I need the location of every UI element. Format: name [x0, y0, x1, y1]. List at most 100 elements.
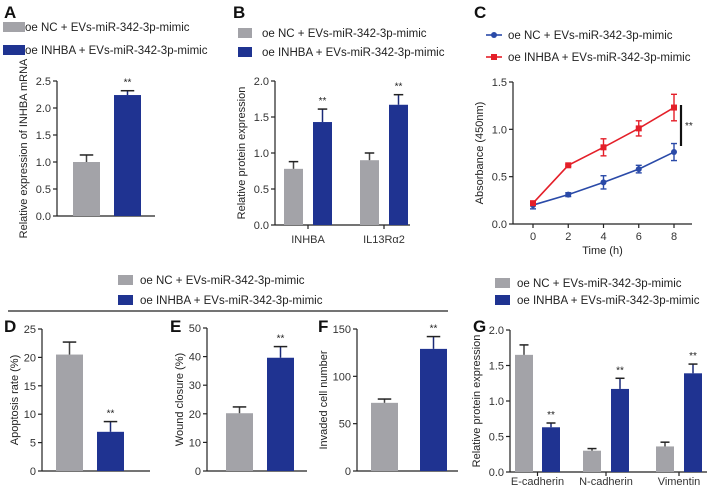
category-label: Vimentin	[658, 476, 701, 488]
legend-swatch-control	[118, 275, 133, 285]
significance-marker: **	[107, 409, 115, 420]
y-axis-title: Apoptosis rate (%)	[9, 355, 21, 445]
bar-treatment	[420, 348, 447, 471]
y-tick-label: 0	[345, 466, 351, 478]
legend-swatch-treatment	[495, 295, 510, 305]
y-tick-label: 1.5	[254, 112, 269, 124]
y-tick-label: 0	[195, 466, 201, 478]
y-tick-label: 10	[24, 409, 36, 421]
bar-control	[371, 402, 398, 471]
bar-treatment	[313, 122, 332, 225]
data-point-control	[600, 179, 607, 186]
legend-marker-treatment	[491, 54, 497, 60]
significance-marker: **	[277, 334, 285, 345]
legend-label-treatment: oe INHBA + EVs-miR-342-3p-mimic	[140, 295, 323, 307]
y-tick-label: 2.0	[254, 76, 269, 88]
x-tick-label: 4	[600, 231, 606, 243]
panel-letter-G: G	[473, 317, 486, 336]
x-tick-label: 6	[636, 231, 642, 243]
y-axis-title: Wound closure (%)	[174, 353, 186, 446]
y-tick-label: 0.5	[492, 172, 507, 184]
legend-label-control: oe NC + EVs-miR-342-3p-mimic	[262, 28, 427, 40]
bar-control	[226, 413, 253, 471]
panel-letter-C: C	[474, 3, 486, 22]
bar-control	[656, 446, 674, 472]
bar-treatment	[97, 431, 124, 471]
y-tick-label: 0.0	[489, 467, 504, 479]
bar-treatment	[684, 373, 702, 472]
legend-swatch-control	[3, 22, 25, 32]
y-tick-label: 1.0	[492, 124, 507, 136]
legend-label-control: oe NC + EVs-miR-342-3p-mimic	[517, 278, 682, 290]
y-axis-title: Relative protein expression	[471, 335, 483, 468]
x-tick-label: 8	[671, 231, 677, 243]
category-label: E-cadherin	[511, 476, 564, 488]
y-axis-title: Relative expression of INHBA mRNA	[18, 58, 30, 238]
y-tick-label: 0.5	[489, 432, 504, 444]
data-point-control	[671, 149, 677, 156]
legend-swatch-treatment	[118, 295, 133, 305]
y-tick-label: 2.0	[36, 103, 51, 115]
y-tick-label: 0.0	[254, 220, 269, 232]
bar-control	[73, 162, 100, 216]
legend-label-treatment: oe INHBA + EVs-miR-342-3p-mimic	[508, 52, 691, 64]
significance-marker: **	[685, 121, 693, 132]
legend-label-control: oe NC + EVs-miR-342-3p-mimic	[508, 30, 673, 42]
y-tick-label: 1.5	[492, 77, 507, 89]
bar-control	[284, 168, 303, 225]
legend-label-control: oe NC + EVs-miR-342-3p-mimic	[25, 22, 190, 34]
data-point-treatment	[635, 125, 642, 132]
category-label: IL13Rα2	[363, 234, 405, 246]
x-tick-label: 0	[530, 231, 536, 243]
y-tick-label: 0.5	[254, 184, 269, 196]
bar-treatment	[611, 388, 629, 472]
y-tick-label: 20	[24, 352, 36, 364]
bar-control	[583, 450, 601, 472]
y-tick-label: 15	[24, 381, 36, 393]
y-tick-label: 50	[339, 419, 351, 431]
y-tick-label: 0.5	[36, 184, 51, 196]
y-axis-title: Absorbance (450nm)	[474, 102, 486, 205]
panel-letter-F: F	[318, 317, 328, 336]
x-axis-title: Time (h)	[582, 245, 623, 257]
bar-control	[360, 160, 379, 225]
legend-swatch-control	[238, 28, 252, 38]
y-tick-label: 0.0	[36, 211, 51, 223]
y-tick-label: 1.0	[36, 157, 51, 169]
y-tick-label: 30	[189, 380, 201, 392]
x-tick-label: 2	[565, 231, 571, 243]
y-tick-label: 0	[30, 466, 36, 478]
y-tick-label: 25	[24, 324, 36, 336]
y-tick-label: 1.0	[489, 396, 504, 408]
significance-marker: **	[124, 78, 132, 89]
legend-marker-control	[491, 32, 497, 38]
legend-label-treatment: oe INHBA + EVs-miR-342-3p-mimic	[517, 295, 700, 307]
significance-marker: **	[319, 96, 327, 107]
y-tick-label: 1.5	[489, 361, 504, 373]
bar-treatment	[542, 427, 560, 472]
significance-marker: **	[430, 324, 438, 335]
panel-letter-E: E	[170, 317, 181, 336]
y-tick-label: 0.0	[492, 219, 507, 231]
legend-swatch-treatment	[238, 47, 252, 57]
y-tick-label: 150	[333, 324, 351, 336]
y-axis-title: Invaded cell number	[318, 350, 330, 449]
data-point-treatment	[671, 104, 677, 111]
bar-treatment	[114, 95, 141, 216]
panel-letter-D: D	[4, 317, 16, 336]
y-tick-label: 2.5	[36, 76, 51, 88]
bar-treatment	[267, 357, 294, 471]
legend-label-treatment: oe INHBA + EVs-miR-342-3p-mimic	[262, 47, 445, 59]
panel-letter-A: A	[4, 3, 16, 22]
y-tick-label: 100	[333, 371, 351, 383]
y-tick-label: 50	[189, 323, 201, 335]
y-tick-label: 20	[189, 409, 201, 421]
legend-swatch-control	[495, 278, 510, 288]
legend-label-treatment: oe INHBA + EVs-miR-342-3p-mimic	[25, 45, 208, 57]
panel-letter-B: B	[233, 3, 245, 22]
category-label: INHBA	[291, 234, 325, 246]
legend-swatch-treatment	[3, 45, 25, 55]
bar-control	[56, 354, 83, 471]
